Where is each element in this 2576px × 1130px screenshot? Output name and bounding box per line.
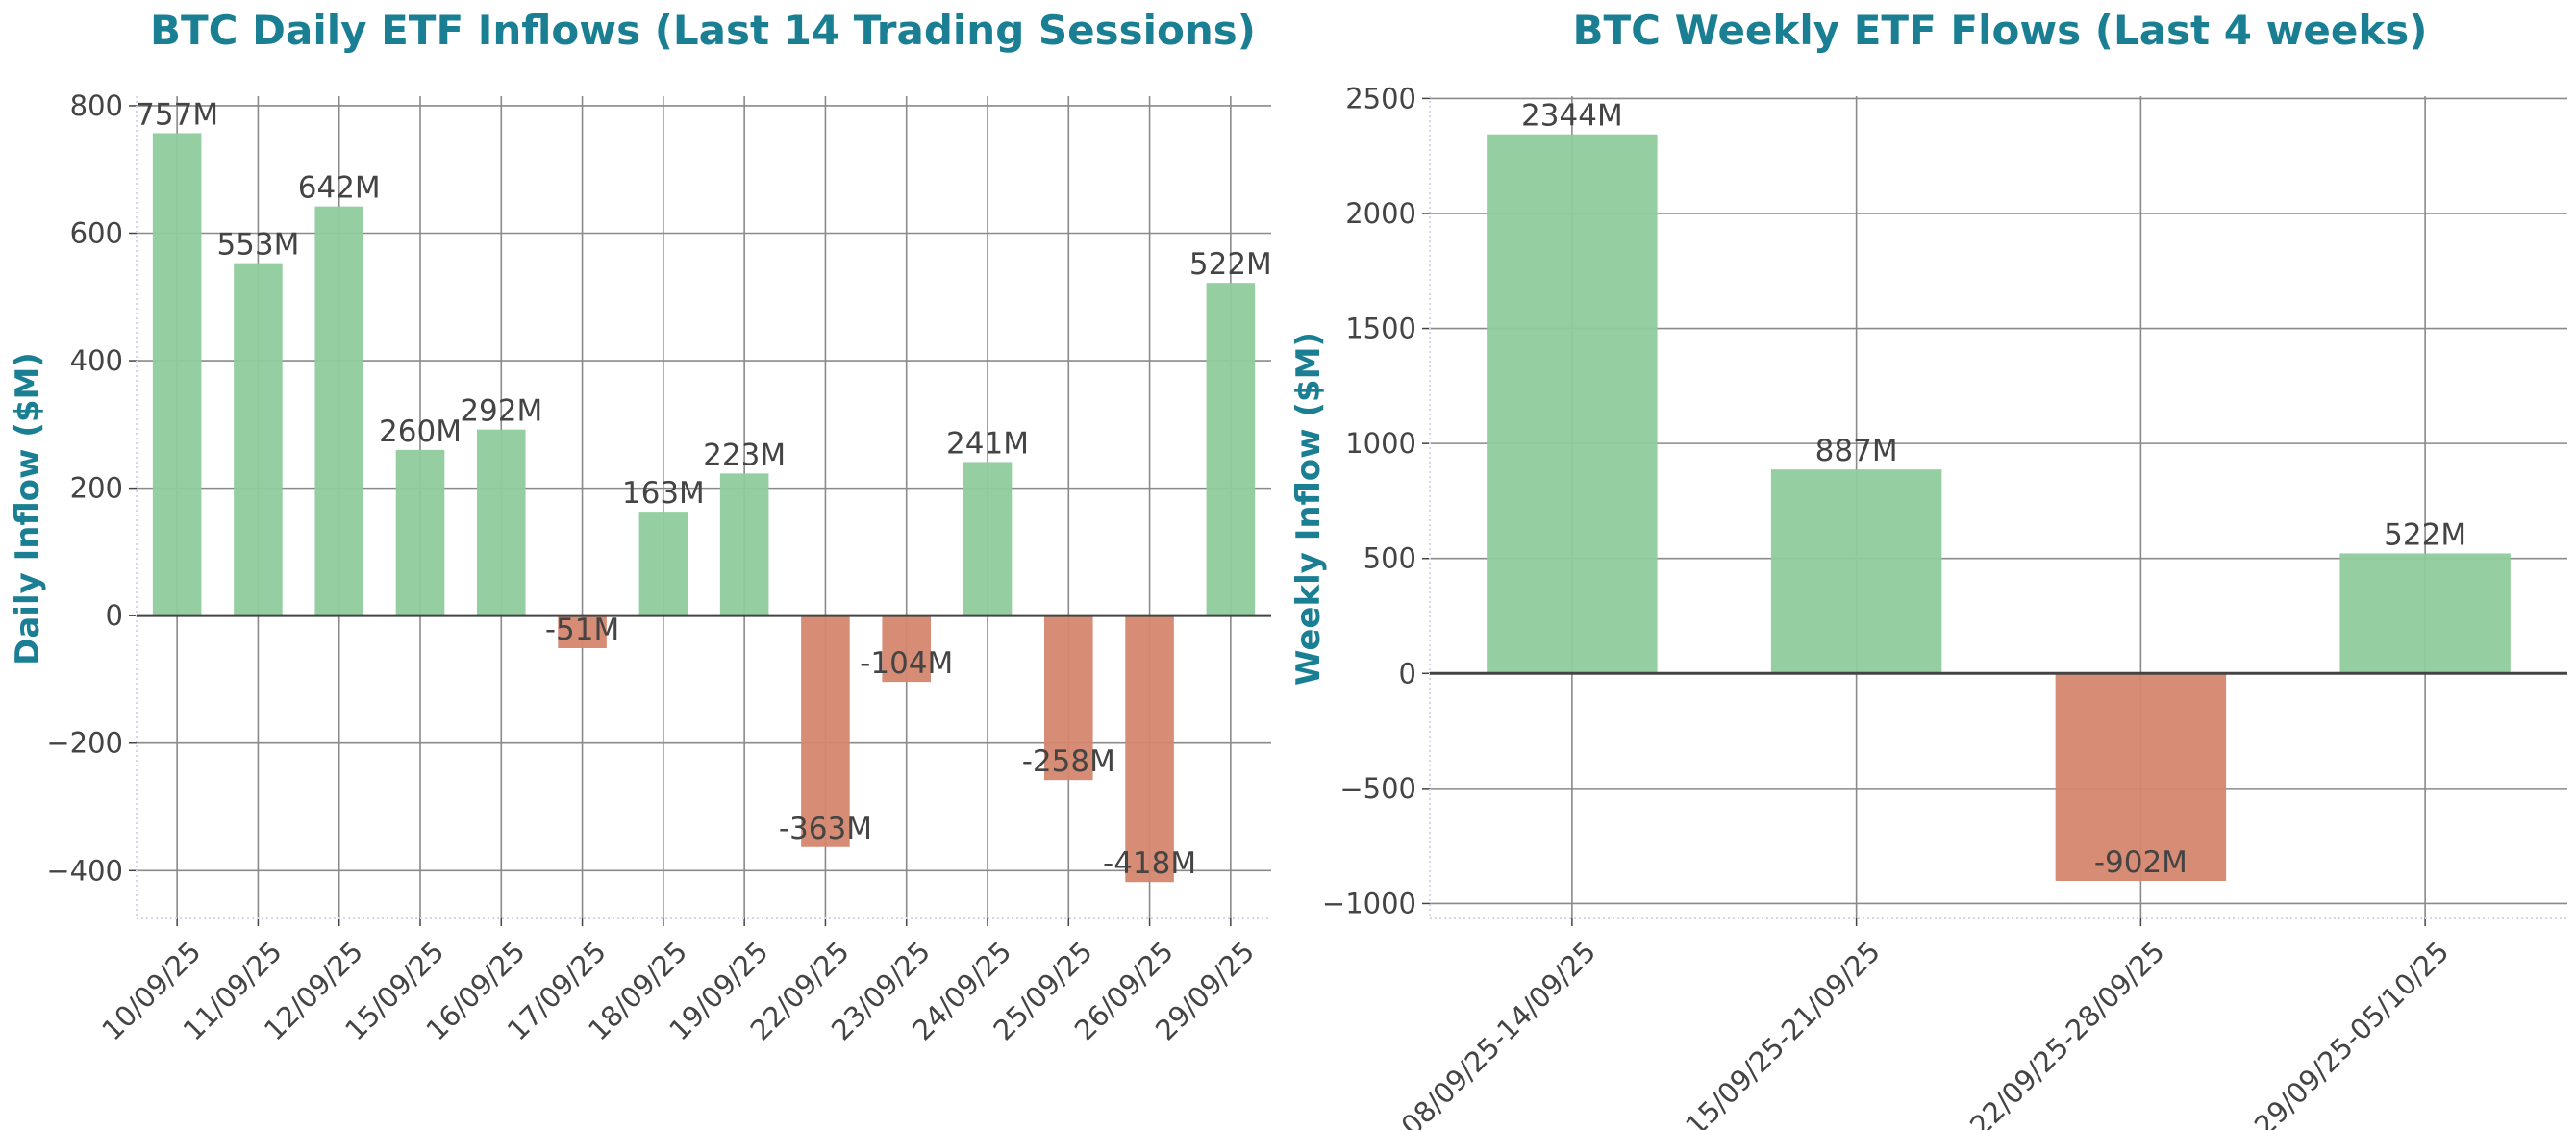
y-tick-label: 1500 — [1345, 313, 1416, 345]
x-tick-label: 08/09/25-14/09/25 — [1395, 935, 1603, 1130]
data-label: 163M — [622, 476, 705, 511]
grid — [129, 96, 1271, 926]
data-label: 887M — [1815, 434, 1898, 468]
bar-22/09/25-28/09/25 — [2055, 673, 2227, 882]
weekly-flows-chart: BTC Weekly ETF Flows (Last 4 weeks) Week… — [1289, 7, 2567, 1130]
y-tick-label: 600 — [70, 217, 123, 250]
data-label: 553M — [216, 228, 299, 263]
y-tick-label: −400 — [46, 854, 123, 887]
bars — [1487, 134, 2511, 882]
bar-24/09/25 — [963, 462, 1013, 616]
bar-25/09/25 — [1044, 615, 1093, 781]
data-label: 522M — [2384, 517, 2466, 552]
bar-12/09/25 — [314, 206, 363, 616]
y-tick-label: 200 — [70, 472, 123, 505]
y-tick-label: −200 — [46, 727, 123, 760]
data-label: -418M — [1103, 846, 1196, 881]
data-label: 260M — [379, 414, 462, 449]
bar-18/09/25 — [638, 512, 688, 616]
data-label: -51M — [545, 613, 619, 647]
bar-29/09/25 — [1206, 283, 1256, 616]
bar-26/09/25 — [1125, 615, 1174, 883]
y-tick-label: 1000 — [1345, 427, 1416, 460]
data-label: 223M — [703, 438, 786, 472]
bar-15/09/25-21/09/25 — [1770, 469, 1942, 674]
data-label: 522M — [1189, 247, 1272, 282]
y-tick-label: 0 — [1399, 657, 1416, 690]
y-tick-label: 2000 — [1345, 197, 1416, 230]
y-tick-label: 400 — [70, 344, 123, 377]
bar-17/09/25 — [558, 615, 607, 648]
y-tick-label: 800 — [70, 89, 123, 122]
bar-29/09/25-05/10/25 — [2339, 553, 2511, 674]
data-label: -902M — [2094, 845, 2188, 880]
bars — [152, 133, 1256, 883]
y-tick-label: 0 — [106, 599, 123, 632]
data-label: -104M — [860, 646, 953, 681]
bar-16/09/25 — [477, 429, 526, 616]
chart-title: BTC Daily ETF Inflows (Last 14 Trading S… — [150, 7, 1256, 54]
data-label: -363M — [779, 812, 872, 846]
chart-title: BTC Weekly ETF Flows (Last 4 weeks) — [1573, 7, 2428, 54]
x-tick-label: 29/09/25-05/10/25 — [2248, 935, 2456, 1130]
y-tick-label: 500 — [1363, 542, 1416, 575]
data-label: 241M — [946, 426, 1029, 461]
bar-08/09/25-14/09/25 — [1487, 134, 1658, 674]
bar-11/09/25 — [234, 263, 283, 616]
y-axis-label: Weekly Inflow ($M) — [1289, 332, 1328, 686]
bar-15/09/25 — [395, 449, 445, 616]
bar-10/09/25 — [152, 133, 202, 616]
data-label: 757M — [136, 97, 218, 132]
x-tick-label: 22/09/25-28/09/25 — [1963, 935, 2171, 1130]
x-tick-label: 15/09/25-21/09/25 — [1679, 935, 1887, 1130]
data-label: -258M — [1022, 744, 1115, 779]
data-label: 642M — [298, 171, 381, 206]
y-axis-label: Daily Inflow ($M) — [9, 352, 47, 665]
data-label: 2344M — [1521, 99, 1623, 134]
y-tick-label: −500 — [1339, 772, 1416, 805]
data-label: 292M — [460, 394, 542, 429]
bar-22/09/25 — [801, 615, 850, 847]
y-tick-label: −1000 — [1322, 887, 1416, 919]
daily-inflows-chart: BTC Daily ETF Inflows (Last 14 Trading S… — [9, 7, 1272, 1046]
y-tick-label: 2500 — [1345, 82, 1416, 114]
bar-19/09/25 — [719, 473, 769, 616]
bar-23/09/25 — [882, 615, 931, 683]
